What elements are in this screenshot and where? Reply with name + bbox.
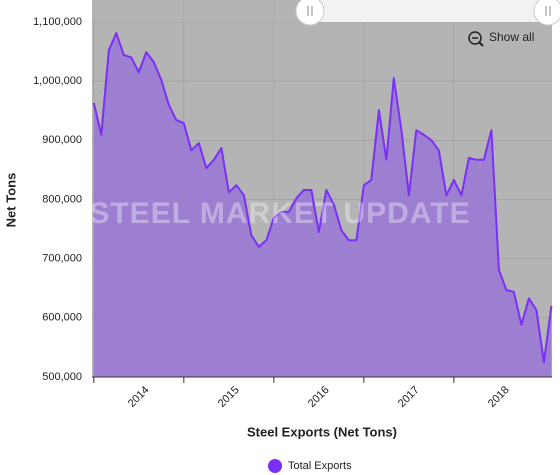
y-tick-label: 600,000 [42,312,82,324]
navigator-handle[interactable] [533,0,560,26]
x-tick-label: 2018 [486,384,512,410]
y-axis-title: Net Tons [3,173,18,228]
legend-swatch [268,459,282,473]
y-tick-label: 500,000 [42,371,82,383]
x-axis-title: Steel Exports (Net Tons) [247,424,397,439]
y-tick-label: 1,000,000 [33,75,82,87]
navigator-mask [92,0,310,22]
zoom-icon [468,31,482,45]
watermark: STEEL MARKET UPDATE [89,197,470,230]
x-tick-label: 2017 [396,384,422,410]
x-tick-label: 2016 [306,384,332,410]
show-all-button[interactable]: Show all [468,30,534,47]
legend-label[interactable]: Total Exports [288,460,352,472]
x-tick-label: 2015 [216,384,242,410]
marks [92,32,553,377]
zoom-icon [478,41,484,47]
y-tick-label: 900,000 [42,134,82,146]
x-tick-label: 2014 [126,384,152,410]
navigator-handle[interactable] [295,0,325,26]
y-tick-label: 700,000 [42,253,82,265]
y-tick-label: 800,000 [42,193,82,205]
y-tick-label: 1,100,000 [33,16,82,28]
line [92,32,553,364]
button-label[interactable]: Show all [489,30,534,44]
area [93,33,552,377]
navigator-window[interactable] [310,0,548,22]
